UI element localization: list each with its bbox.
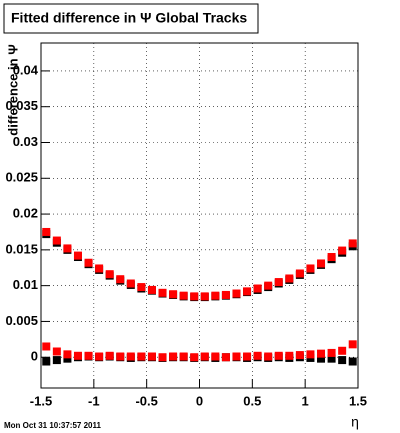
marker bbox=[126, 352, 135, 361]
marker bbox=[73, 251, 82, 260]
marker bbox=[274, 351, 283, 360]
marker bbox=[158, 353, 167, 362]
y-tick-label: 0.01 bbox=[13, 277, 38, 292]
marker bbox=[327, 354, 336, 363]
marker bbox=[221, 290, 230, 299]
marker bbox=[221, 353, 230, 362]
marker bbox=[169, 352, 178, 361]
y-tick-label: 0.025 bbox=[5, 170, 38, 185]
marker bbox=[126, 279, 135, 288]
marker bbox=[338, 246, 347, 255]
marker bbox=[179, 291, 188, 300]
marker bbox=[348, 357, 357, 366]
marker bbox=[274, 278, 283, 287]
marker bbox=[190, 353, 199, 362]
marker bbox=[52, 347, 61, 356]
marker bbox=[169, 290, 178, 299]
title-box bbox=[3, 3, 259, 34]
marker bbox=[42, 342, 51, 351]
marker bbox=[63, 354, 72, 363]
y-tick-label: 0.04 bbox=[13, 62, 39, 77]
marker bbox=[285, 351, 294, 360]
marker bbox=[264, 352, 273, 361]
marker bbox=[327, 253, 336, 262]
marker bbox=[211, 291, 220, 300]
marker bbox=[285, 274, 294, 283]
marker bbox=[105, 351, 114, 360]
marker bbox=[84, 258, 93, 267]
marker bbox=[95, 264, 104, 273]
y-axis-label: difference in Ψ bbox=[5, 44, 20, 135]
marker bbox=[52, 236, 61, 245]
marker bbox=[158, 288, 167, 297]
marker bbox=[84, 351, 93, 360]
y-tick-label: 0.03 bbox=[13, 134, 38, 149]
marker bbox=[63, 244, 72, 253]
x-tick-label: 0.5 bbox=[243, 393, 261, 408]
marker bbox=[137, 283, 146, 292]
marker bbox=[200, 292, 209, 301]
marker bbox=[147, 352, 156, 361]
marker bbox=[116, 352, 125, 361]
marker bbox=[73, 351, 82, 360]
marker bbox=[306, 350, 315, 359]
x-tick-label: 0 bbox=[196, 393, 203, 408]
marker bbox=[52, 356, 61, 365]
marker bbox=[317, 259, 326, 268]
plot-frame bbox=[40, 42, 359, 389]
marker bbox=[317, 354, 326, 363]
marker bbox=[348, 239, 357, 248]
x-tick-label: -1 bbox=[88, 393, 100, 408]
marker bbox=[42, 227, 51, 236]
marker bbox=[232, 352, 241, 361]
y-tick-label: 0.015 bbox=[5, 241, 38, 256]
y-tick-label: 0 bbox=[31, 349, 38, 364]
x-tick-label: 1 bbox=[302, 393, 309, 408]
marker bbox=[147, 285, 156, 294]
timestamp: Mon Oct 31 10:37:57 2011 bbox=[4, 421, 101, 430]
chart-title: Fitted difference in Ψ Global Tracks bbox=[11, 10, 247, 26]
marker bbox=[116, 275, 125, 284]
marker bbox=[338, 346, 347, 355]
marker bbox=[243, 287, 252, 296]
x-tick-label: -0.5 bbox=[135, 393, 157, 408]
x-axis-label: η bbox=[351, 414, 359, 430]
x-tick-label: -1.5 bbox=[30, 393, 52, 408]
marker bbox=[295, 351, 304, 360]
marker bbox=[42, 357, 51, 366]
marker bbox=[211, 352, 220, 361]
x-tick-label: 1.5 bbox=[349, 393, 367, 408]
y-tick-label: 0.02 bbox=[13, 206, 38, 221]
marker bbox=[264, 281, 273, 290]
marker bbox=[179, 352, 188, 361]
marker bbox=[63, 350, 72, 359]
marker bbox=[243, 352, 252, 361]
marker bbox=[232, 289, 241, 298]
y-tick-label: 0.035 bbox=[5, 98, 38, 113]
marker bbox=[105, 270, 114, 279]
marker bbox=[348, 340, 357, 349]
marker bbox=[338, 356, 347, 365]
marker bbox=[95, 352, 104, 361]
marker bbox=[253, 284, 262, 293]
marker bbox=[327, 348, 336, 357]
marker bbox=[190, 292, 199, 301]
marker bbox=[253, 351, 262, 360]
marker bbox=[137, 352, 146, 361]
y-tick-label: 0.005 bbox=[5, 313, 38, 328]
marker bbox=[200, 352, 209, 361]
marker bbox=[295, 269, 304, 278]
marker bbox=[317, 349, 326, 358]
marker bbox=[306, 264, 315, 273]
